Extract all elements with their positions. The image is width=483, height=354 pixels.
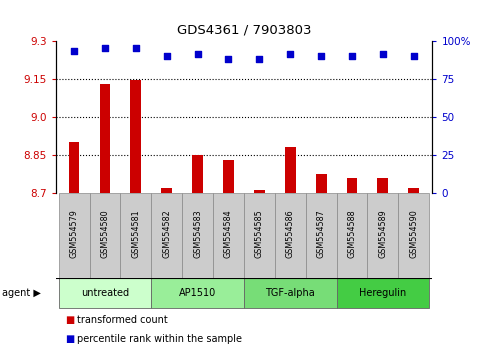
Bar [89,193,120,278]
Bar [337,193,368,278]
Point [101,46,109,51]
Point [379,52,387,57]
Bar [120,193,151,278]
Point [194,52,201,57]
Point [256,56,263,62]
Bar [275,193,306,278]
Text: agent ▶: agent ▶ [2,288,41,298]
Bar [244,193,275,278]
Text: GSM554589: GSM554589 [378,209,387,258]
Bar [398,193,429,278]
Point [225,56,232,62]
Text: GSM554585: GSM554585 [255,209,264,258]
Bar [244,278,337,308]
Bar [161,188,172,193]
Bar [182,193,213,278]
Point [348,53,356,59]
Text: GSM554579: GSM554579 [70,209,79,258]
Bar [306,193,337,278]
Text: TGF-alpha: TGF-alpha [265,288,315,298]
Bar [223,160,234,193]
Text: GSM554583: GSM554583 [193,210,202,258]
Bar [58,193,89,278]
Point [286,52,294,57]
Bar [130,80,141,193]
Text: ■: ■ [65,315,74,325]
Text: Heregulin: Heregulin [359,288,407,298]
Point [132,46,140,51]
Bar [378,178,388,193]
Text: untreated: untreated [81,288,129,298]
Text: AP1510: AP1510 [179,288,216,298]
Bar [285,147,296,193]
Text: GSM554586: GSM554586 [286,210,295,258]
Text: ■: ■ [65,334,74,344]
Bar [316,174,327,193]
Text: GSM554580: GSM554580 [100,210,110,258]
Bar [254,190,265,193]
Text: GSM554584: GSM554584 [224,210,233,258]
Bar [58,278,151,308]
Bar [408,188,419,193]
Text: GSM554587: GSM554587 [317,209,326,258]
Point [410,53,418,59]
Bar [151,193,182,278]
Bar [69,142,80,193]
Bar [347,178,357,193]
Text: GSM554581: GSM554581 [131,210,141,258]
Text: GSM554582: GSM554582 [162,209,171,258]
Bar [368,193,398,278]
Bar [213,193,244,278]
Text: GDS4361 / 7903803: GDS4361 / 7903803 [177,23,311,36]
Bar [337,278,429,308]
Text: GSM554588: GSM554588 [347,210,356,258]
Text: percentile rank within the sample: percentile rank within the sample [77,334,242,344]
Point [163,53,170,59]
Bar [99,84,110,193]
Text: transformed count: transformed count [77,315,168,325]
Point [70,48,78,54]
Bar [151,278,244,308]
Bar [192,155,203,193]
Text: GSM554590: GSM554590 [409,209,418,258]
Point [317,53,325,59]
